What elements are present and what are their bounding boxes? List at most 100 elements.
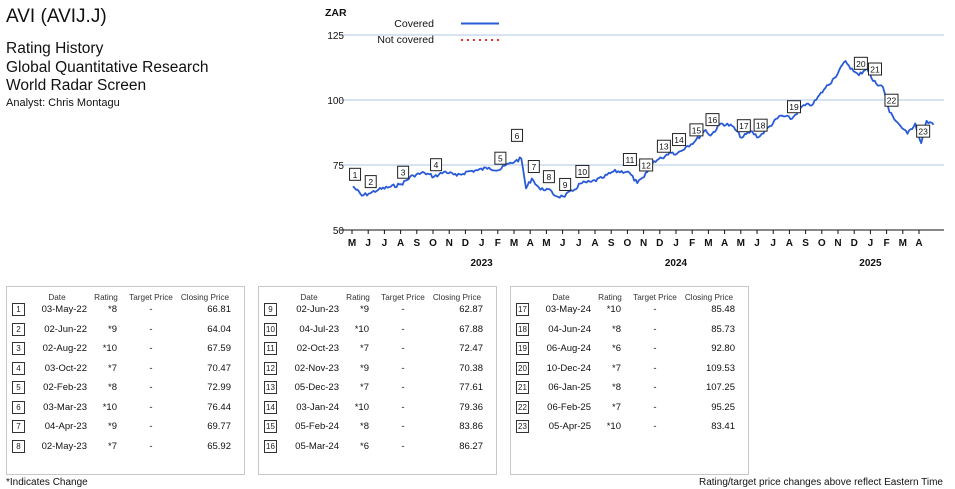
table-row: 17 03-May-24 *10 - 85.48: [511, 301, 748, 317]
rating-marker-label: 19: [789, 102, 799, 112]
table-row: 1 03-May-22 *8 - 66.81: [7, 301, 244, 317]
row-number-box: 18: [516, 322, 529, 336]
row-number-box: 16: [264, 439, 277, 453]
row-date: 02-Jun-22: [44, 323, 87, 335]
row-number-box: 22: [516, 400, 529, 414]
row-target-price: -: [401, 323, 405, 335]
rating-marker-box: [736, 119, 751, 133]
subtitle-line-2: Global Quantitative Research: [6, 58, 209, 76]
rating-table-2: Date Rating Target Price Closing Price 9 02-J…: [258, 286, 497, 475]
row-number-box: 7: [12, 420, 25, 433]
row-target-price: -: [653, 343, 657, 354]
x-month-label: S: [608, 238, 615, 249]
x-month-label: M: [737, 238, 745, 249]
row-target-price: -: [149, 343, 153, 354]
row-closing-price: 86.27: [459, 440, 483, 452]
rating-marker-box: [672, 133, 687, 147]
rating-marker-box: [853, 56, 868, 70]
row-rating: *7: [612, 362, 621, 374]
table-row: 12 02-Nov-23 *9 - 70.38: [259, 360, 496, 376]
rating-table-3: Date Rating Target Price Closing Price 17 03-…: [510, 286, 749, 475]
rating-marker-label: 6: [515, 131, 520, 141]
legend-not-covered-label: Not covered: [377, 34, 434, 46]
x-month-label: A: [527, 238, 534, 249]
rating-marker-label: 13: [659, 142, 669, 152]
x-month-label: A: [721, 238, 728, 249]
rating-marker-label: 18: [756, 121, 766, 131]
column-header-target-price: Target Price: [381, 293, 425, 302]
row-date: 03-Oct-22: [44, 362, 87, 374]
x-month-label: F: [689, 238, 695, 249]
row-number-box: 23: [516, 420, 529, 433]
row-target-price: -: [149, 440, 153, 452]
rating-marker-box: [753, 118, 768, 132]
row-target-price: -: [401, 382, 405, 393]
row-date: 02-Jun-23: [296, 304, 339, 315]
row-rating: *7: [360, 382, 369, 393]
x-month-label: M: [348, 238, 356, 249]
x-month-label: N: [446, 238, 453, 249]
row-rating: *8: [360, 421, 369, 432]
x-month-label: J: [576, 238, 582, 249]
row-closing-price: 109.53: [705, 362, 735, 374]
rating-marker-label: 16: [708, 115, 718, 125]
x-month-label: O: [818, 238, 826, 249]
rating-marker-box: [689, 123, 704, 137]
row-rating: *8: [108, 304, 117, 315]
row-rating: *6: [360, 440, 369, 452]
column-header-closing-price: Closing Price: [432, 293, 482, 302]
row-rating: *9: [360, 362, 369, 374]
row-rating: *10: [606, 421, 621, 432]
rating-marker-box: [349, 167, 362, 181]
row-target-price: -: [653, 362, 657, 374]
row-date: 04-Jul-23: [299, 323, 339, 335]
rating-marker-label: 22: [887, 96, 897, 106]
rating-marker-box: [884, 93, 899, 107]
column-header-target-price: Target Price: [129, 293, 173, 302]
rating-marker-label: 5: [498, 154, 503, 164]
row-date: 06-Feb-25: [547, 401, 591, 413]
y-tick-label: 125: [327, 31, 344, 42]
subtitle-line-3: World Radar Screen: [6, 77, 147, 94]
x-month-label: J: [479, 238, 485, 249]
x-month-label: F: [495, 238, 501, 249]
row-number-box: 4: [12, 361, 25, 375]
row-closing-price: 70.47: [207, 362, 231, 374]
analyst-name: Analyst: Chris Montagu: [6, 96, 120, 109]
row-rating: *9: [360, 304, 369, 315]
row-closing-price: 107.25: [705, 382, 735, 393]
rating-marker-box: [559, 177, 572, 191]
table-row: 20 10-Dec-24 *7 - 109.53: [511, 360, 748, 376]
row-date: 02-May-23: [41, 440, 87, 452]
x-month-label: J: [770, 238, 776, 249]
rating-marker-box: [397, 165, 410, 179]
table-row: 7 04-Apr-23 *9 - 69.77: [7, 418, 244, 434]
row-target-price: -: [401, 440, 405, 452]
rating-marker-box: [868, 62, 883, 76]
row-closing-price: 77.61: [459, 382, 483, 393]
rating-marker-label: 8: [547, 172, 552, 182]
row-rating: *7: [360, 343, 369, 354]
column-header-closing-price: Closing Price: [180, 293, 230, 302]
y-tick-label: 50: [333, 226, 345, 237]
rating-marker-label: 3: [401, 168, 406, 178]
rating-marker-label: 7: [531, 162, 536, 172]
table-row: 19 06-Aug-24 *6 - 92.80: [511, 340, 748, 356]
row-rating: *10: [606, 304, 621, 315]
footnote-eastern-time: Rating/target price changes above reflec…: [698, 477, 943, 488]
y-tick-label: 100: [327, 96, 344, 107]
row-date: 06-Aug-24: [546, 343, 591, 354]
row-closing-price: 95.25: [711, 401, 735, 413]
row-target-price: -: [401, 362, 405, 374]
x-month-label: A: [591, 238, 598, 249]
row-rating: *9: [108, 323, 117, 335]
rating-marker-label: 14: [674, 135, 684, 145]
rating-marker-label: 20: [856, 59, 866, 69]
row-date: 03-May-22: [41, 304, 87, 315]
row-number-box: 10: [264, 322, 277, 336]
row-closing-price: 72.99: [207, 382, 231, 393]
row-closing-price: 69.77: [207, 421, 231, 432]
row-rating: *8: [108, 382, 117, 393]
column-header-date: Date: [552, 293, 570, 302]
table-row: 23 05-Apr-25 *10 - 83.41: [511, 418, 748, 434]
